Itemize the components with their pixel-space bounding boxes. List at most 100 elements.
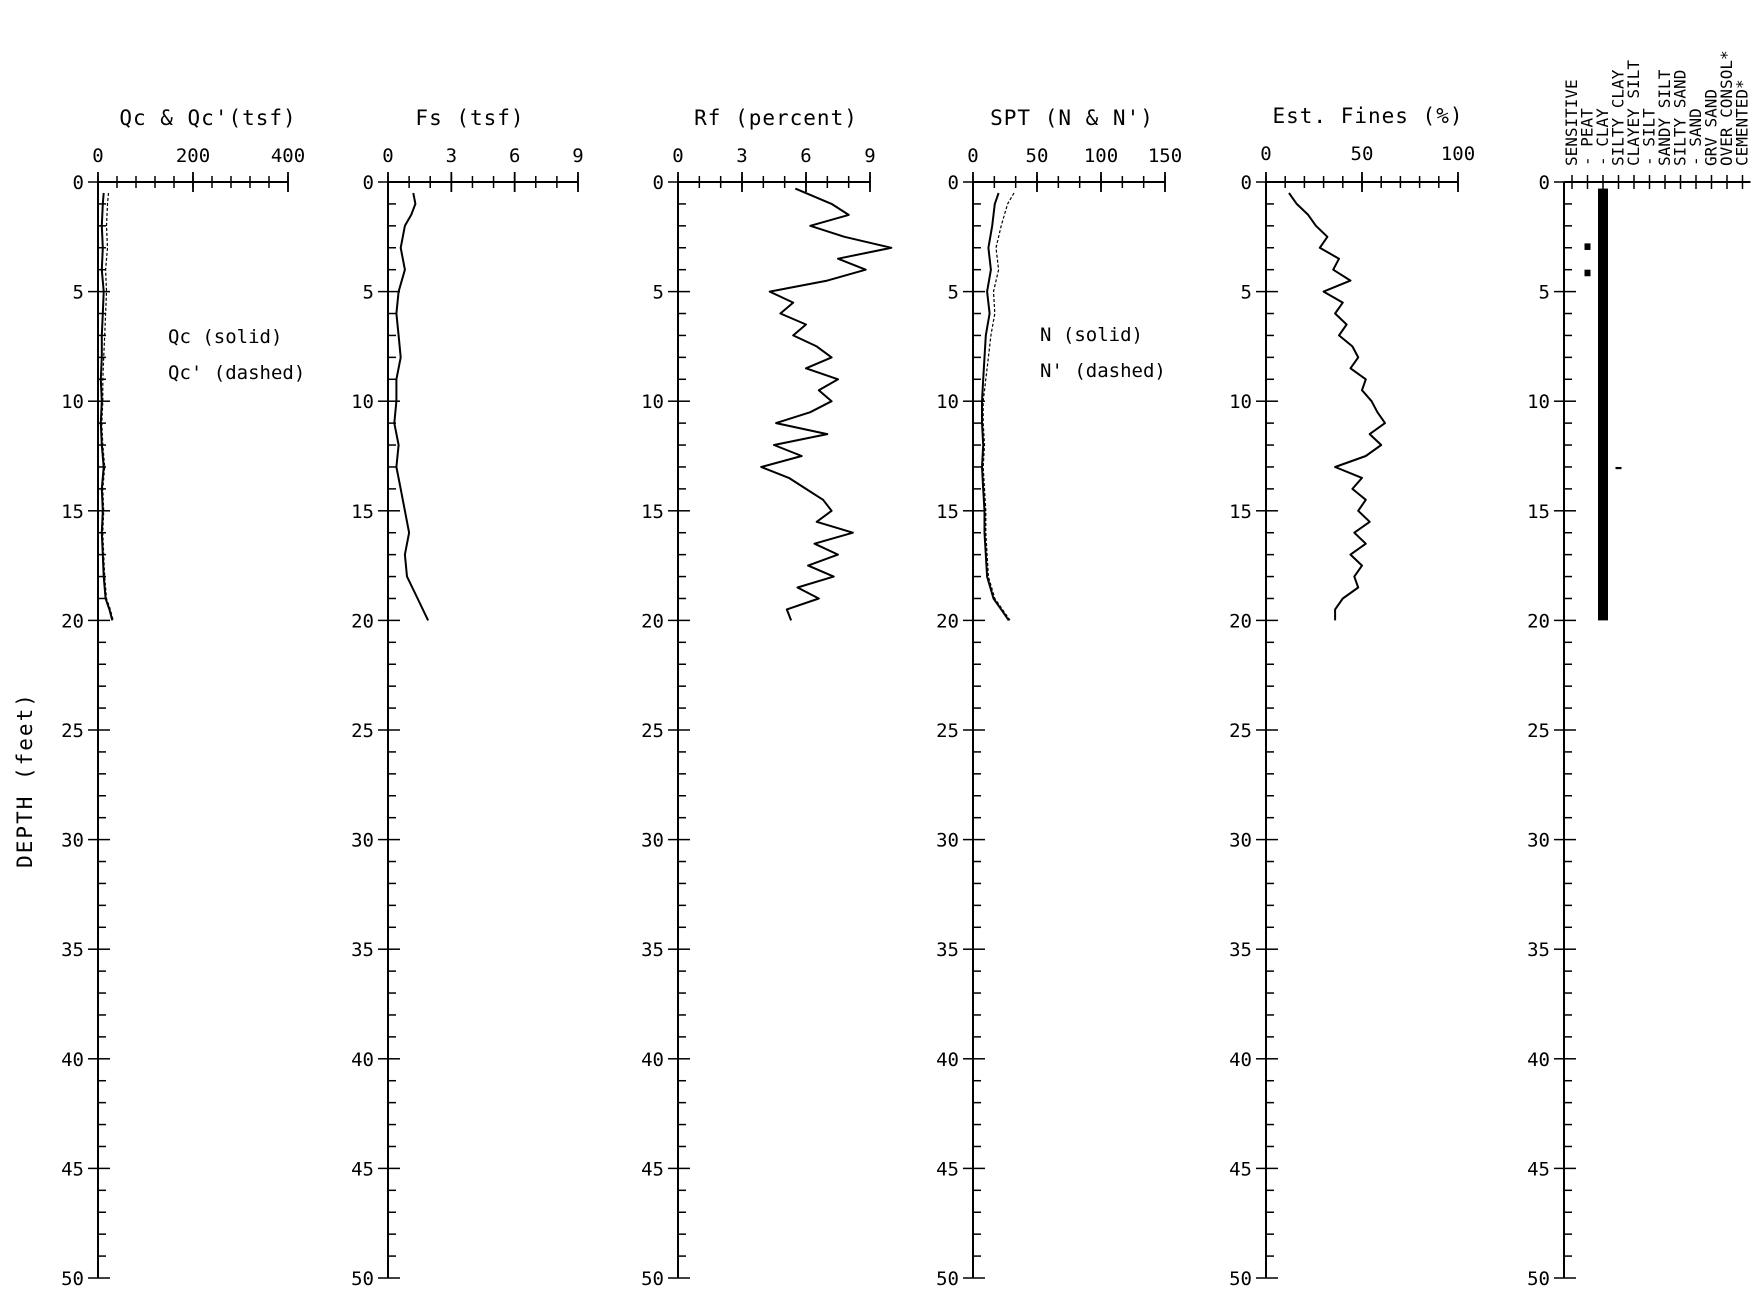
log-panel-3: Rf (percent) 0 5 10 15 20 25 30 35 40 45 50 0 3 6 9 (641, 106, 893, 1290)
depth-tick-label: 40 (1527, 1049, 1550, 1071)
depth-tick-label: 15 (936, 501, 959, 523)
soil-type-label: SILTY SAND (1671, 70, 1690, 166)
depth-tick-label: 0 (948, 172, 959, 194)
depth-tick-label: 20 (1229, 610, 1252, 632)
soil-type-label: GRV SAND (1702, 89, 1721, 166)
soil-type-label: CEMENTED* (1733, 79, 1752, 166)
value-tick-label: 100 (1441, 143, 1475, 165)
depth-tick-label: 20 (1527, 610, 1550, 632)
depth-tick-label: 20 (351, 610, 374, 632)
log-panel-1: Qc & Qc'(tsf) 0 5 10 15 20 25 30 35 40 45 50 0 200 400… (61, 106, 305, 1290)
depth-tick-label: 10 (936, 391, 959, 413)
depth-tick-label: 45 (1229, 1158, 1252, 1180)
value-tick-label: 200 (176, 145, 210, 167)
soil-type-label: - SILT (1640, 108, 1659, 166)
value-tick-label: 50 (1026, 145, 1049, 167)
value-tick-label: 0 (672, 145, 683, 167)
depth-tick-label: 40 (61, 1049, 84, 1071)
soil-type-label: SILTY CLAY (1609, 69, 1628, 166)
depth-tick-label: 25 (641, 720, 664, 742)
depth-tick-label: 15 (351, 501, 374, 523)
depth-tick-label: 5 (653, 282, 664, 304)
depth-tick-label: 15 (641, 501, 664, 523)
depth-tick-label: 45 (936, 1158, 959, 1180)
soil-type-label: - PEAT (1578, 108, 1597, 166)
depth-tick-label: 30 (61, 830, 84, 852)
depth-tick-label: 35 (1527, 939, 1550, 961)
log-panel-4: SPT (N & N') 0 5 10 15 20 25 30 35 40 45 50 0 50 100 15… (936, 106, 1182, 1290)
soil-type-label: - SAND (1686, 108, 1705, 166)
depth-axis-label: DEPTH (feet) (13, 692, 37, 868)
value-tick-label: 100 (1084, 145, 1118, 167)
depth-tick-label: 40 (1229, 1049, 1252, 1071)
depth-tick-label: 5 (1241, 282, 1252, 304)
depth-tick-label: 50 (1527, 1268, 1550, 1290)
depth-tick-label: 45 (351, 1158, 374, 1180)
series-line-data (393, 192, 430, 621)
value-tick-label: 50 (1351, 143, 1374, 165)
depth-tick-label: 45 (61, 1158, 84, 1180)
legend-entry: Qc (solid) (168, 326, 282, 348)
soil-segment-peat (1584, 243, 1591, 250)
depth-tick-label: 10 (61, 391, 84, 413)
soil-type-label: - CLAY (1593, 108, 1612, 166)
depth-tick-label: 5 (73, 282, 84, 304)
depth-tick-label: 35 (61, 939, 84, 961)
series-line-nsolid (981, 192, 1010, 621)
depth-tick-label: 10 (351, 391, 374, 413)
legend-entry: Qc' (dashed) (168, 362, 305, 384)
soil-type-label: CLAYEY SILT (1624, 60, 1643, 166)
depth-tick-label: 25 (61, 720, 84, 742)
panel-title: SPT (N & N') (990, 106, 1154, 130)
value-tick-label: 150 (1148, 145, 1182, 167)
depth-tick-label: 25 (936, 720, 959, 742)
depth-tick-label: 45 (1527, 1158, 1550, 1180)
value-tick-label: 0 (92, 145, 103, 167)
depth-tick-label: 0 (1539, 172, 1550, 194)
value-tick-label: 0 (967, 145, 978, 167)
depth-tick-label: 30 (351, 830, 374, 852)
value-tick-label: 9 (572, 145, 583, 167)
depth-tick-label: 40 (351, 1049, 374, 1071)
series-line-qcdashed (101, 192, 114, 621)
series-line-data (1288, 192, 1386, 621)
depth-tick-label: 50 (351, 1268, 374, 1290)
depth-tick-label: 5 (948, 282, 959, 304)
panel-title: Rf (percent) (694, 106, 858, 130)
depth-tick-label: 5 (1539, 282, 1550, 304)
depth-tick-label: 35 (351, 939, 374, 961)
value-tick-label: 9 (864, 145, 875, 167)
depth-tick-label: 0 (363, 172, 374, 194)
depth-tick-label: 15 (1229, 501, 1252, 523)
series-line-ndashed (982, 192, 1015, 621)
depth-tick-label: 35 (936, 939, 959, 961)
depth-tick-label: 50 (641, 1268, 664, 1290)
value-tick-label: 6 (800, 145, 811, 167)
depth-tick-label: 35 (641, 939, 664, 961)
value-tick-label: 0 (1260, 143, 1271, 165)
depth-tick-label: 40 (936, 1049, 959, 1071)
depth-tick-label: 15 (61, 501, 84, 523)
legend-entry: N (solid) (1040, 324, 1143, 346)
depth-tick-label: 40 (641, 1049, 664, 1071)
panel-title: Est. Fines (%) (1272, 104, 1463, 128)
value-tick-label: 3 (446, 145, 457, 167)
log-panel-2: Fs (tsf) 0 5 10 15 20 25 30 35 40 45 50 0 3 6 9 (351, 106, 584, 1290)
soil-type-label: OVER CONSOL* (1717, 50, 1736, 166)
depth-tick-label: 15 (1527, 501, 1550, 523)
soil-classification-panel: 0 5 10 15 20 25 30 35 40 45 50 SENSITIVE- PEAT- CLA… (1527, 50, 1751, 1290)
value-tick-label: 0 (382, 145, 393, 167)
value-tick-label: 3 (736, 145, 747, 167)
depth-tick-label: 30 (1527, 830, 1550, 852)
depth-tick-label: 20 (61, 610, 84, 632)
depth-tick-label: 10 (1229, 391, 1252, 413)
depth-tick-label: 25 (351, 720, 374, 742)
depth-tick-label: 50 (61, 1268, 84, 1290)
depth-tick-label: 30 (641, 830, 664, 852)
depth-tick-label: 20 (641, 610, 664, 632)
depth-tick-label: 50 (1229, 1268, 1252, 1290)
depth-tick-label: 10 (641, 391, 664, 413)
depth-tick-label: 30 (936, 830, 959, 852)
